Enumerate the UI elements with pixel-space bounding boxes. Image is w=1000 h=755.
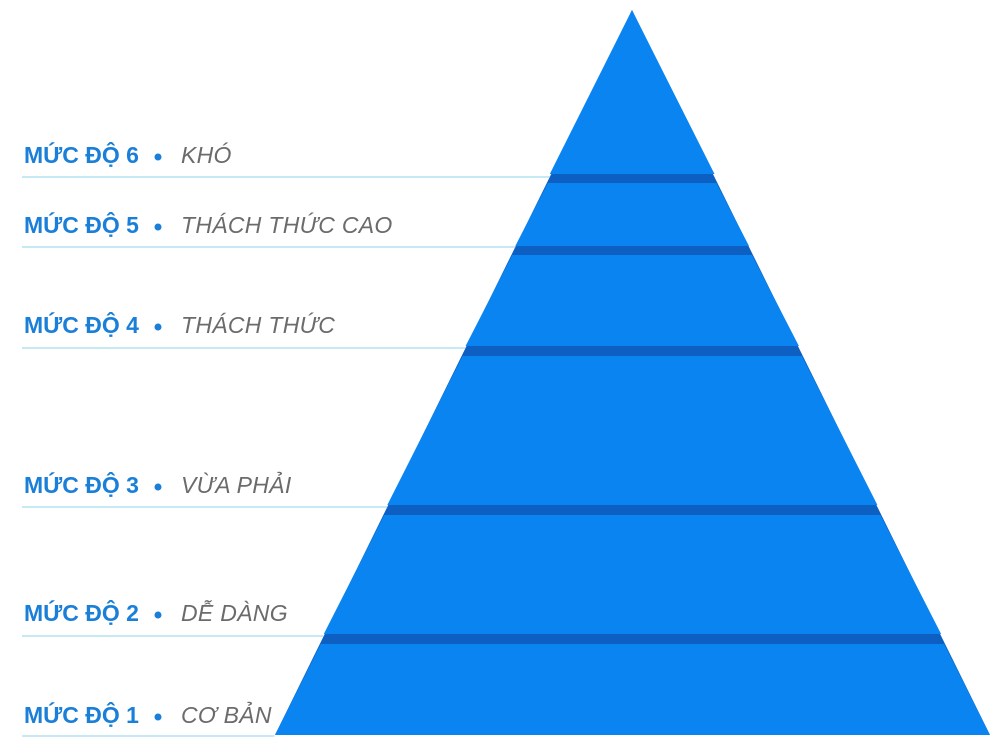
level-description: THÁCH THỨC	[181, 312, 335, 338]
pyramid-tier	[549, 10, 715, 174]
bullet	[154, 483, 162, 491]
level-description: THÁCH THỨC CAO	[181, 212, 393, 238]
level-description: VỪA PHẢI	[181, 470, 292, 498]
pyramid-tier	[323, 515, 942, 634]
level-label: MỨC ĐỘ 3	[24, 471, 139, 498]
pyramid-tier	[465, 255, 799, 346]
level-label: MỨC ĐỘ 6	[24, 141, 139, 168]
pyramid	[275, 10, 990, 735]
level-description: CƠ BẢN	[181, 700, 272, 728]
pyramid-tier	[515, 183, 749, 246]
bullet	[154, 153, 162, 161]
level-description: DỄ DÀNG	[181, 598, 288, 626]
level-label: MỨC ĐỘ 1	[24, 701, 139, 728]
bullet	[154, 323, 162, 331]
level-label: MỨC ĐỘ 4	[24, 311, 139, 338]
level-labels: MỨC ĐỘ 6 KHÓ MỨC ĐỘ 5 THÁCH THỨC CAO MỨC ĐỘ …	[22, 141, 550, 737]
pyramid-tier	[275, 644, 990, 735]
bullet	[154, 713, 162, 721]
pyramid-tier	[387, 356, 878, 505]
bullet	[154, 223, 162, 231]
level-label: MỨC ĐỘ 2	[24, 599, 139, 626]
level-label: MỨC ĐỘ 5	[24, 211, 139, 238]
bullet	[154, 611, 162, 619]
level-description: KHÓ	[181, 142, 232, 168]
